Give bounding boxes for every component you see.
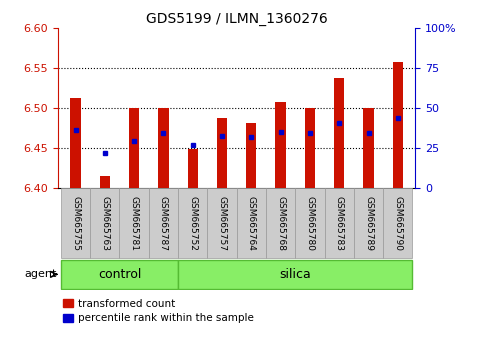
Bar: [295, 188, 325, 258]
Text: GSM665768: GSM665768: [276, 195, 285, 251]
Bar: [90, 188, 119, 258]
Text: GSM665755: GSM665755: [71, 195, 80, 251]
Bar: [129, 108, 139, 188]
Text: GSM665757: GSM665757: [217, 195, 227, 251]
Bar: [99, 176, 110, 188]
Bar: [275, 102, 286, 188]
Bar: [393, 62, 403, 188]
Bar: [119, 188, 149, 258]
Bar: [187, 149, 198, 188]
Legend: transformed count, percentile rank within the sample: transformed count, percentile rank withi…: [63, 299, 254, 323]
Text: GSM665789: GSM665789: [364, 195, 373, 251]
Text: GSM665764: GSM665764: [247, 195, 256, 251]
Title: GDS5199 / ILMN_1360276: GDS5199 / ILMN_1360276: [146, 12, 327, 26]
Text: GSM665781: GSM665781: [129, 195, 139, 251]
Text: GSM665783: GSM665783: [335, 195, 344, 251]
Text: silica: silica: [279, 268, 311, 281]
Bar: [178, 260, 412, 289]
Bar: [149, 188, 178, 258]
Bar: [363, 108, 374, 188]
Text: control: control: [98, 268, 141, 281]
Bar: [383, 188, 412, 258]
Text: GSM665790: GSM665790: [393, 195, 402, 251]
Bar: [246, 123, 256, 188]
Text: GSM665780: GSM665780: [305, 195, 314, 251]
Text: GSM665752: GSM665752: [188, 195, 197, 251]
Bar: [217, 118, 227, 188]
Bar: [71, 98, 81, 188]
Bar: [325, 188, 354, 258]
Text: GSM665787: GSM665787: [159, 195, 168, 251]
Bar: [305, 108, 315, 188]
Bar: [334, 79, 344, 188]
Text: agent: agent: [24, 269, 57, 279]
Text: GSM665763: GSM665763: [100, 195, 109, 251]
Bar: [237, 188, 266, 258]
Bar: [266, 188, 295, 258]
Bar: [354, 188, 383, 258]
Bar: [207, 188, 237, 258]
Bar: [158, 108, 169, 188]
Bar: [61, 260, 178, 289]
Bar: [178, 188, 207, 258]
Bar: [61, 188, 90, 258]
